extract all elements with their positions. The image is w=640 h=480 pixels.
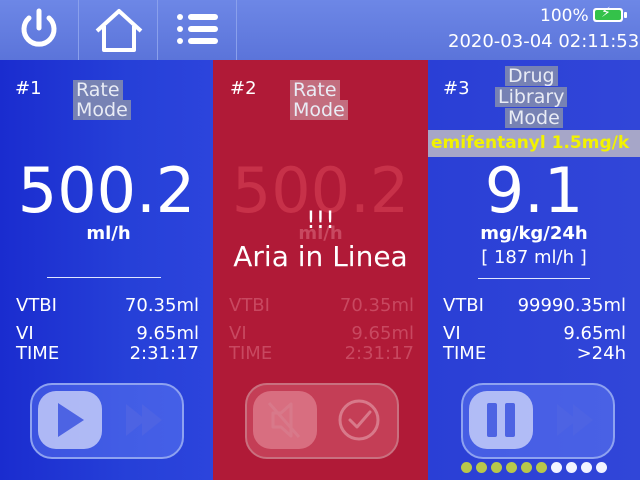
mode-label: Library <box>495 87 568 107</box>
vi-value: 9.65ml <box>351 323 414 344</box>
alarm-indicator: !!! <box>306 206 335 234</box>
page-dot <box>491 462 502 473</box>
mode-label: Mode <box>73 100 131 120</box>
fast-forward-icon <box>557 404 593 436</box>
time-label: TIME <box>443 343 487 364</box>
vi-value: 9.65ml <box>136 323 199 344</box>
datetime: 2020-03-04 02:11:53 <box>448 31 640 52</box>
infusion-rate: 500.2 <box>17 154 196 227</box>
bolus-button[interactable] <box>543 391 607 449</box>
vi-label: VI <box>16 323 34 344</box>
power-icon <box>21 8 57 47</box>
rate-unit: ml/h <box>298 223 343 244</box>
battery-percent: 100% <box>540 6 589 26</box>
menu-list-icon <box>177 14 218 44</box>
page-dot <box>461 462 472 473</box>
time-value: 2:31:17 <box>129 343 199 364</box>
start-button[interactable] <box>38 391 102 449</box>
page-dot <box>521 462 532 473</box>
control-bar <box>245 383 399 459</box>
vtbi-value: 99990.35ml <box>517 295 626 316</box>
pause-button[interactable] <box>469 391 533 449</box>
top-bar: 100% ⚡ 2020-03-04 02:11:53 <box>0 0 640 60</box>
control-bar <box>461 383 615 459</box>
divider <box>47 277 161 278</box>
home-button[interactable] <box>79 0 158 60</box>
time-label: TIME <box>16 343 60 364</box>
mode-label: Mode <box>505 108 563 128</box>
vtbi-label: VTBI <box>16 295 57 316</box>
play-icon <box>58 403 84 437</box>
confirm-icon <box>338 399 380 441</box>
bolus-button[interactable] <box>112 391 176 449</box>
alarm-message: Aria in Linea <box>233 240 408 273</box>
vtbi-label: VTBI <box>443 295 484 316</box>
battery-icon: ⚡ <box>593 5 627 22</box>
time-value: >24h <box>576 343 626 364</box>
time-label: TIME <box>229 343 273 364</box>
mode-label: Mode <box>290 100 348 120</box>
vi-label: VI <box>229 323 247 344</box>
rate-ml: [ 187 ml/h ] <box>481 247 587 268</box>
time-value: 2:31:17 <box>344 343 414 364</box>
mode-label: Drug <box>505 66 558 86</box>
mode-label: Rate <box>290 80 340 100</box>
infusion-rate: 9.1 <box>484 154 584 227</box>
control-bar <box>30 383 184 459</box>
page-dot <box>536 462 547 473</box>
page-dot <box>506 462 517 473</box>
power-button[interactable] <box>0 0 79 60</box>
rate-unit: mg/kg/24h <box>480 223 588 244</box>
mute-alarm-button[interactable] <box>253 391 317 449</box>
channel-number: #3 <box>443 78 470 99</box>
drug-name: emifentanyl 1.5mg/k <box>428 130 640 157</box>
rate-unit: ml/h <box>86 223 131 244</box>
divider <box>478 278 590 279</box>
mute-icon <box>267 402 301 438</box>
vi-label: VI <box>443 323 461 344</box>
home-icon <box>95 9 143 52</box>
channel-number: #2 <box>230 78 257 99</box>
confirm-alarm-button[interactable] <box>327 391 391 449</box>
mode-label: Rate <box>73 80 123 100</box>
channel-panel-2[interactable]: #2 Rate Mode 500.2 ml/h !!! Aria in Line… <box>213 60 428 480</box>
page-dot <box>476 462 487 473</box>
channel-number: #1 <box>15 78 42 99</box>
fast-forward-icon <box>126 404 162 436</box>
pause-icon <box>487 403 515 437</box>
channel-panel-3[interactable]: #3 Drug Library Mode emifentanyl 1.5mg/k… <box>428 60 640 480</box>
page-dot <box>581 462 592 473</box>
infusion-rate: 500.2 <box>231 154 410 227</box>
menu-button[interactable] <box>158 0 237 60</box>
channel-panel-1[interactable]: #1 Rate Mode 500.2 ml/h VTBI 70.35ml VI … <box>0 60 213 480</box>
vi-value: 9.65ml <box>563 323 626 344</box>
page-dot <box>551 462 562 473</box>
vtbi-label: VTBI <box>229 295 270 316</box>
page-dot <box>596 462 607 473</box>
page-dot <box>566 462 577 473</box>
vtbi-value: 70.35ml <box>339 295 414 316</box>
vtbi-value: 70.35ml <box>124 295 199 316</box>
